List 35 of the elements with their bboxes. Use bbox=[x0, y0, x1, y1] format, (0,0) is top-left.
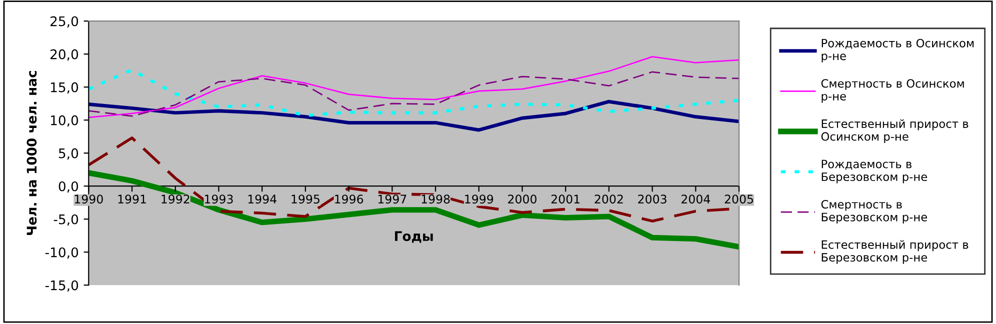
line-series bbox=[88, 56, 740, 118]
legend-label: Рождаемость в Березовском р-не bbox=[822, 160, 928, 184]
x-tick-label: 1998 bbox=[422, 194, 450, 204]
x-tick-label: 1995 bbox=[292, 194, 320, 204]
legend-label: Смертность в Березовском р-не bbox=[821, 200, 928, 224]
y-tick-label: -15,0 bbox=[45, 280, 78, 292]
y-tick-label: -5,0 bbox=[54, 214, 78, 226]
x-tick-label: 1990 bbox=[74, 194, 103, 204]
x-tick-label: 1991 bbox=[118, 194, 146, 204]
x-tick-label: 1996 bbox=[335, 194, 364, 204]
x-tick-label: 2005 bbox=[724, 194, 754, 204]
y-tick-label: 15,0 bbox=[50, 82, 78, 94]
y-tick-label: 20,0 bbox=[50, 49, 78, 61]
x-tick-label: 2002 bbox=[594, 194, 623, 204]
x-tick-label: 1992 bbox=[162, 194, 190, 204]
x-tick-label: 2001 bbox=[551, 194, 580, 204]
legend-label: Рождаемость в Осинском р-не bbox=[822, 38, 974, 62]
x-tick-label: 2003 bbox=[638, 194, 666, 204]
y-tick-label: -10,0 bbox=[45, 247, 78, 259]
y-axis-title: Чел. на 1000 чел. нас bbox=[26, 71, 37, 235]
x-tick-label: 1999 bbox=[465, 194, 494, 204]
x-tick-label: 1997 bbox=[378, 194, 406, 204]
legend-label: Смертность в Осинском р-не bbox=[821, 79, 964, 103]
x-tick-label: 2004 bbox=[682, 194, 710, 204]
x-tick-label: 1994 bbox=[248, 194, 276, 204]
line-series bbox=[88, 100, 740, 132]
x-tick-label: 2000 bbox=[508, 194, 536, 204]
y-tick-label: 25,0 bbox=[50, 16, 78, 28]
y-tick-label: 0,0 bbox=[58, 181, 78, 193]
y-tick-label: 5,0 bbox=[58, 148, 78, 160]
x-tick-label: 1993 bbox=[204, 194, 233, 204]
x-axis-title: Годы bbox=[395, 231, 433, 243]
legend-label: Естественный прирост в Березовском р-не bbox=[822, 240, 968, 264]
y-tick-label: 10,0 bbox=[50, 115, 78, 127]
legend-label: Естественный прирост в Осинском р-не bbox=[821, 119, 968, 143]
